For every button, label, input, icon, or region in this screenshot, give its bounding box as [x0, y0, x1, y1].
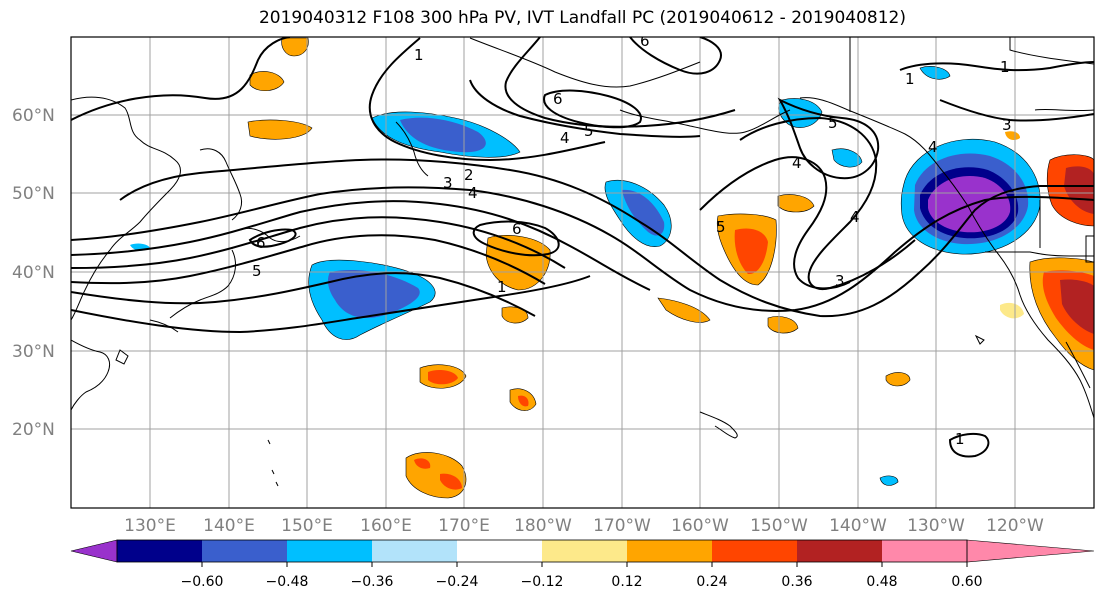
- colorbar-swatch: [117, 540, 202, 562]
- colorbar-swatch: [712, 540, 797, 562]
- lat-label: 30°N: [12, 342, 55, 362]
- contour-label: 4: [928, 138, 938, 156]
- pv-contours: [71, 37, 1094, 458]
- lon-label: 160°E: [360, 516, 412, 536]
- contour-label: 6: [640, 32, 650, 50]
- contour-label: 6: [553, 90, 563, 108]
- lat-label: 60°N: [12, 106, 55, 126]
- lon-label: 180°W: [514, 516, 572, 536]
- contour-label: 4: [850, 208, 860, 226]
- contour-label: 1: [955, 430, 965, 448]
- contour-label: 6: [256, 234, 266, 252]
- contour-label: 1: [414, 46, 424, 64]
- latitude-labels: 60°N 50°N 40°N 30°N 20°N: [12, 106, 55, 440]
- colorbar-extend-low: [70, 539, 118, 563]
- contour-label: 5: [584, 122, 594, 140]
- colorbar-tick-label: −0.12: [521, 574, 564, 590]
- contour-label: 1: [497, 278, 507, 296]
- coastlines: [71, 37, 1094, 487]
- lon-label: 140°W: [829, 516, 887, 536]
- lon-label: 170°E: [438, 516, 490, 536]
- figure-title: 2019040312 F108 300 hPa PV, IVT Landfall…: [258, 8, 906, 28]
- lon-label: 170°W: [593, 516, 651, 536]
- colorbar-swatch: [882, 540, 967, 562]
- colorbar-swatch: [797, 540, 882, 562]
- colorbar-tick-label: −0.24: [436, 574, 479, 590]
- colorbar-swatch: [202, 540, 287, 562]
- contour-label: 1: [905, 70, 915, 88]
- contour-label: 3: [443, 174, 453, 192]
- lat-label: 20°N: [12, 420, 55, 440]
- colorbar-extend-high: [966, 539, 1095, 563]
- contour-label: 2: [464, 166, 474, 184]
- lon-label: 130°W: [907, 516, 965, 536]
- colorbar-swatch: [287, 540, 372, 562]
- contour-label: 3: [835, 272, 845, 290]
- lon-label: 150°W: [750, 516, 808, 536]
- colorbar-tick-label: −0.36: [351, 574, 394, 590]
- contour-labels: 1 6 6 5 4 1 2 3 4 5 6 1 5 4 4 5 6 4 3 3 …: [252, 32, 1012, 448]
- contour-label: 4: [560, 129, 570, 147]
- colorbar-swatch: [457, 540, 542, 562]
- contour-label: 5: [828, 114, 838, 132]
- colorbar-tick-label: 0.48: [866, 574, 897, 590]
- contour-label: 5: [716, 218, 726, 236]
- colorbar-tick-label: −0.60: [181, 574, 224, 590]
- positive-anomaly-region: [281, 37, 309, 57]
- contour-label: 1: [1000, 58, 1010, 76]
- map-frame: [70, 36, 1095, 509]
- contour-label: 3: [1002, 116, 1012, 134]
- contour-label: 6: [512, 220, 522, 238]
- lat-label: 50°N: [12, 184, 55, 204]
- lon-label: 140°E: [203, 516, 255, 536]
- colorbar-tick-label: −0.48: [266, 574, 309, 590]
- gridlines: [71, 37, 1094, 508]
- map-panel: 1 6 6 5 4 1 2 3 4 5 6 1 5 4 4 5 6 4 3 3 …: [71, 32, 1094, 508]
- longitude-labels: 130°E 140°E 150°E 160°E 170°E 180°W 170°…: [124, 516, 1044, 536]
- colorbar-tick-label: 0.12: [611, 574, 642, 590]
- lat-label: 40°N: [12, 263, 55, 283]
- contour-label: 4: [792, 154, 802, 172]
- colorbar-swatch: [627, 540, 712, 562]
- colorbar-ticks: [201, 562, 968, 567]
- lon-label: 160°W: [671, 516, 729, 536]
- colorbar-tick-label: 0.36: [781, 574, 812, 590]
- lon-label: 150°E: [281, 516, 333, 536]
- colorbar-swatch: [542, 540, 627, 562]
- colorbar-swatch: [372, 540, 457, 562]
- colorbar-tick-label: 0.60: [951, 574, 982, 590]
- contour-label: 4: [468, 184, 478, 202]
- contour-label: 5: [252, 262, 262, 280]
- colorbar: −0.60 −0.48 −0.36 −0.24 −0.12 0.12 0.24 …: [70, 539, 1095, 590]
- colorbar-tick-label: 0.24: [696, 574, 727, 590]
- lon-label: 120°W: [986, 516, 1044, 536]
- lon-label: 130°E: [124, 516, 176, 536]
